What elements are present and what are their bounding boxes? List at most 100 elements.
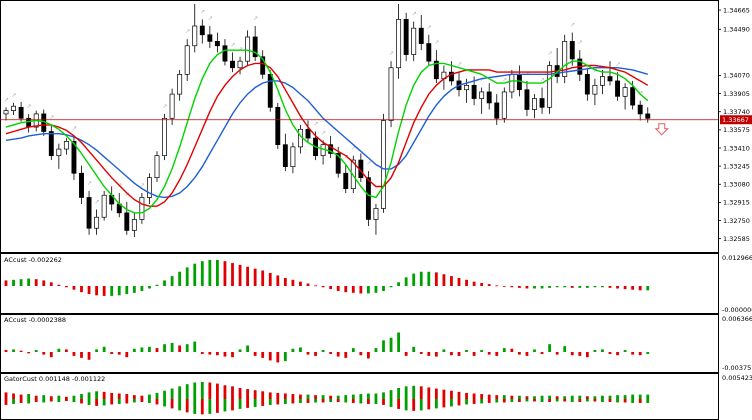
candle — [562, 34, 568, 84]
histogram-bar — [246, 389, 249, 399]
histogram-bar — [548, 399, 551, 402]
price-axis: 1.34665 1.34490 1.34070 1.33905 1.33740 1.335… — [718, 6, 750, 243]
histogram-bar — [238, 388, 242, 399]
candle — [396, 4, 402, 79]
histogram-bar — [178, 399, 182, 411]
histogram-bar — [140, 395, 144, 399]
histogram-bar — [419, 271, 423, 286]
histogram-bar — [367, 399, 370, 404]
histogram-bar — [200, 381, 204, 399]
histogram-bar — [193, 263, 197, 286]
candle-body — [645, 113, 651, 119]
histogram-bar — [261, 352, 265, 358]
histogram-bar — [570, 352, 574, 356]
candle — [245, 30, 251, 66]
histogram-bar — [223, 352, 227, 357]
histogram-bar — [389, 337, 393, 352]
histogram-bar — [638, 352, 642, 356]
candle-body — [418, 27, 424, 44]
histogram-bar — [253, 399, 257, 407]
candle — [479, 87, 485, 114]
histogram-bar — [95, 286, 98, 296]
histogram-bar — [563, 346, 567, 352]
histogram-bar — [95, 399, 98, 406]
histogram-bar — [540, 286, 544, 289]
histogram-bar — [502, 286, 506, 287]
histogram-bar — [367, 352, 370, 359]
histogram-bar — [442, 274, 446, 286]
ac1-histogram — [4, 259, 650, 296]
fractal-marker: ↗ — [87, 180, 92, 187]
candle — [547, 61, 553, 114]
fractal-marker: ↗ — [548, 50, 553, 57]
histogram-bar — [19, 394, 23, 399]
histogram-bar — [472, 399, 476, 404]
histogram-bar — [336, 399, 340, 402]
ac1-label: ACcust -0.002262 — [4, 256, 62, 264]
histogram-bar — [140, 286, 144, 291]
candle — [577, 50, 583, 81]
histogram-bar — [193, 382, 197, 399]
candle-body — [637, 104, 643, 115]
candle — [154, 151, 160, 183]
histogram-bar — [314, 285, 317, 287]
histogram-bar — [163, 390, 166, 399]
candle — [222, 39, 228, 66]
candle-body — [275, 106, 281, 146]
histogram-bar — [344, 352, 348, 358]
histogram-bar — [525, 399, 529, 402]
histogram-bar — [223, 261, 227, 286]
histogram-bar — [382, 392, 385, 399]
candle-body — [328, 144, 334, 154]
histogram-bar — [631, 394, 635, 399]
histogram-bar — [397, 399, 400, 409]
histogram-bar — [442, 389, 446, 399]
candle — [63, 138, 69, 155]
price-tick-label: 1.32915 — [723, 199, 750, 207]
histogram-bar — [314, 399, 317, 403]
histogram-bar — [608, 395, 612, 399]
candle-body — [464, 84, 470, 91]
histogram-bar — [163, 344, 166, 352]
histogram-bar — [216, 259, 219, 286]
histogram-bar — [382, 340, 385, 352]
histogram-bar — [472, 281, 476, 286]
histogram-bar — [457, 399, 461, 406]
histogram-bar — [608, 286, 612, 288]
candle-body — [388, 67, 394, 121]
histogram-bar — [518, 399, 521, 402]
histogram-bar — [57, 395, 61, 399]
histogram-bar — [555, 399, 559, 402]
histogram-bar — [351, 286, 355, 293]
fractal-marker: ↗ — [12, 92, 17, 99]
histogram-bar — [178, 271, 182, 286]
histogram-bar — [216, 399, 219, 413]
candle — [615, 72, 621, 101]
histogram-bar — [601, 399, 604, 402]
histogram-bar — [419, 399, 423, 411]
histogram-bar — [457, 352, 461, 356]
histogram-bar — [585, 396, 589, 399]
histogram-bar — [299, 399, 302, 403]
candle-body — [71, 141, 77, 174]
histogram-bar — [419, 386, 423, 399]
histogram-bar — [49, 352, 53, 358]
histogram-bar — [276, 392, 280, 399]
histogram-bar — [329, 352, 333, 354]
histogram-bar — [510, 286, 514, 288]
candle-body — [282, 144, 288, 168]
histogram-bar — [510, 348, 514, 352]
histogram-bar — [283, 352, 287, 362]
histogram-bar — [382, 399, 385, 405]
histogram-bar — [117, 286, 121, 296]
histogram-bar — [268, 392, 272, 399]
histogram-bar — [283, 399, 287, 404]
histogram-bar — [34, 350, 38, 352]
candle — [139, 193, 145, 224]
histogram-bar — [329, 399, 333, 402]
histogram-bar — [34, 399, 38, 402]
candle-body — [524, 89, 530, 110]
candle-body — [199, 25, 205, 36]
histogram-bar — [246, 345, 249, 352]
